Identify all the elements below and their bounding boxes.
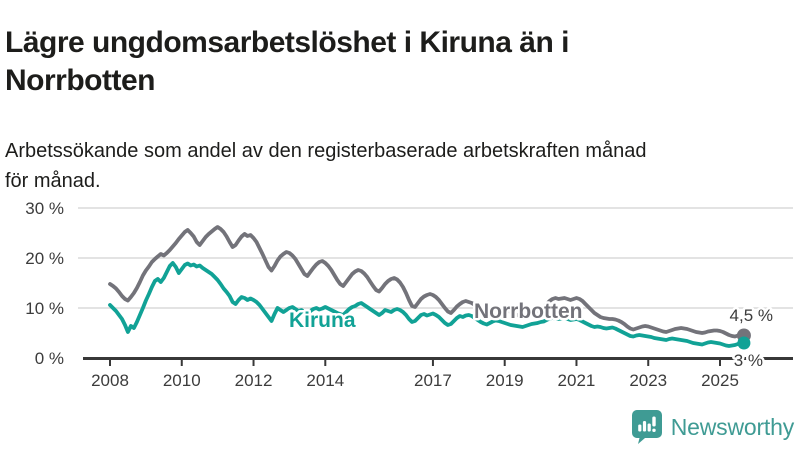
y-axis-label: 30 % xyxy=(25,199,64,218)
subtitle-line-2: för månad. xyxy=(5,170,101,192)
x-axis-label: 2017 xyxy=(414,371,452,390)
series-line-kiruna xyxy=(108,261,746,348)
title-line-1: Lägre ungdomsarbetslöshet i Kiruna än i xyxy=(5,26,569,60)
x-axis-label: 2019 xyxy=(486,371,524,390)
series-label-kiruna: Kiruna xyxy=(289,309,356,332)
x-axis-label: 2012 xyxy=(235,371,273,390)
title-line-2: Norrbotten xyxy=(5,64,155,98)
x-axis-label: 2014 xyxy=(306,371,344,390)
x-axis-label: 2021 xyxy=(558,371,596,390)
chart-subtitle: Arbetssökande som andel av den registerb… xyxy=(5,136,795,196)
x-axis-label: 2025 xyxy=(701,371,739,390)
y-axis-label: 20 % xyxy=(25,249,64,268)
subtitle-line-1: Arbetssökande som andel av den registerb… xyxy=(5,140,647,162)
y-axis-label: 10 % xyxy=(25,299,64,318)
bar-chart-speech-bubble-icon xyxy=(631,410,662,444)
end-value-label-kiruna: 3 % xyxy=(734,351,763,370)
brand-name: Newsworthy xyxy=(670,413,794,440)
newsworthy-logo[interactable]: Newsworthy xyxy=(631,410,794,444)
x-axis-label: 2008 xyxy=(91,371,129,390)
series-line-norrbotten xyxy=(108,225,746,339)
x-axis-label: 2010 xyxy=(163,371,201,390)
end-dot-kiruna xyxy=(737,336,751,350)
series-label-norrbotten: Norrbotten xyxy=(474,300,583,323)
end-value-label-norrbotten: 4,5 % xyxy=(730,306,773,325)
y-axis-label: 0 % xyxy=(35,349,64,368)
x-axis-label: 2023 xyxy=(629,371,667,390)
page-title: Lägre ungdomsarbetslöshet i Kiruna än i … xyxy=(5,24,785,100)
